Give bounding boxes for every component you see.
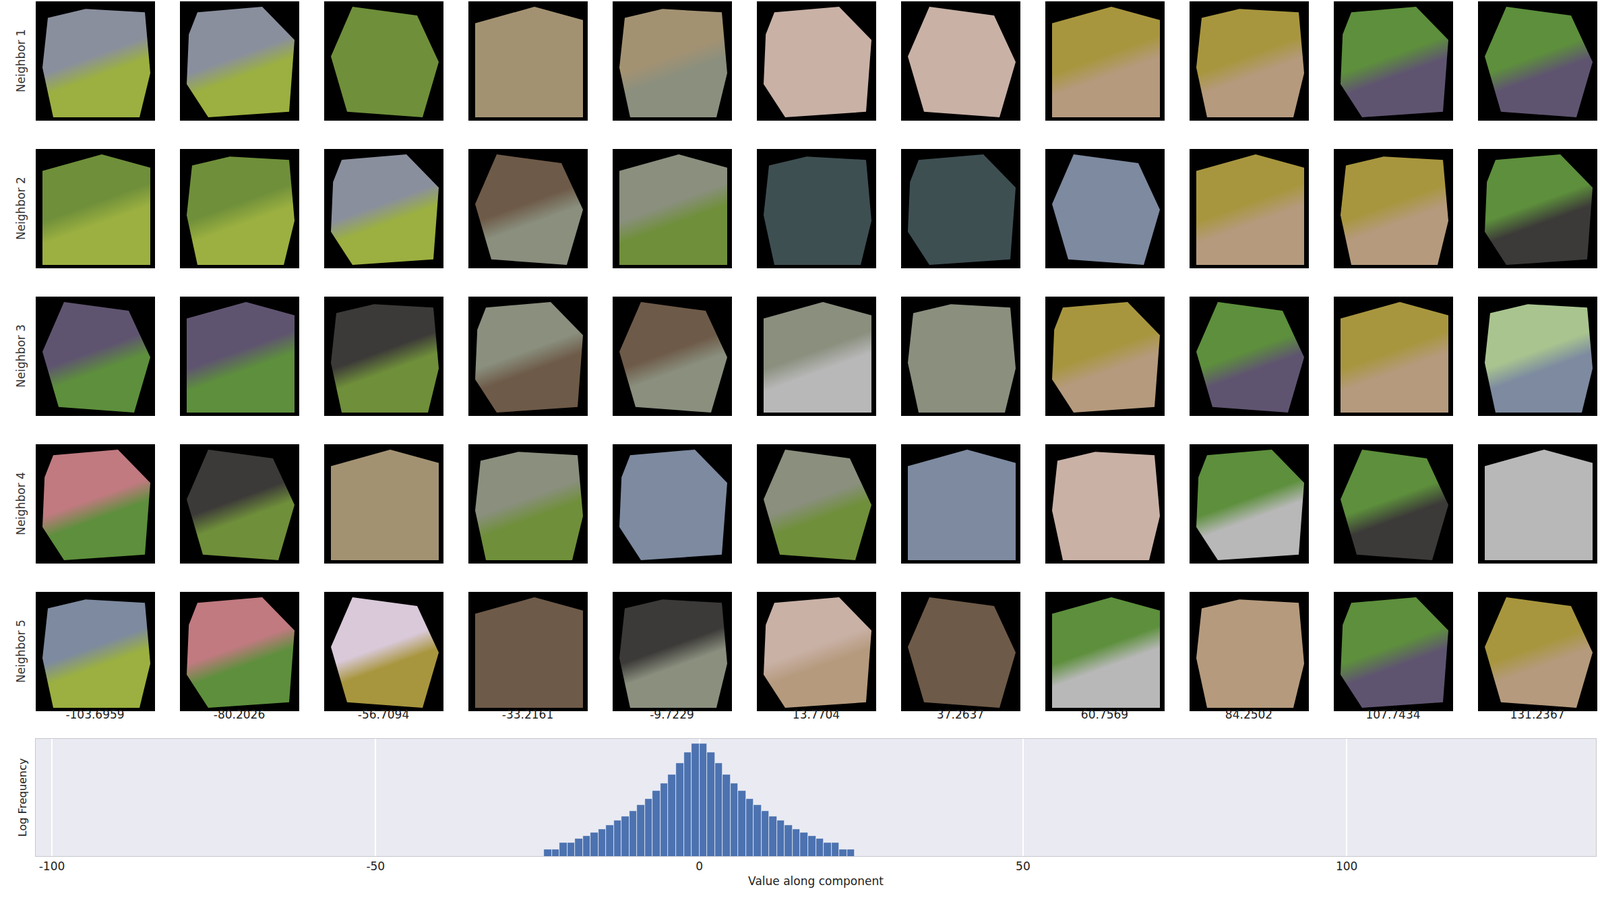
html-text:Neighbor 3: Neighbor 3 [13, 324, 28, 388]
svg-text:Log Frequency: Log Frequency [16, 758, 29, 837]
html-text:-9.7229: -9.7229 [649, 707, 695, 722]
svg-text:Value along component: Value along component [748, 874, 884, 888]
html-text:Neighbor 1: Neighbor 1 [13, 29, 28, 93]
svg-text:-100: -100 [39, 859, 66, 873]
html-text:60.7569: 60.7569 [1080, 707, 1129, 722]
svg-text:-50: -50 [365, 859, 385, 873]
svg-text:0: 0 [695, 859, 703, 873]
html-text:13.7704: 13.7704 [792, 707, 840, 722]
html-text:Neighbor 2: Neighbor 2 [13, 176, 28, 240]
html-text:-33.2161: -33.2161 [501, 707, 554, 722]
svg-text:50: 50 [1015, 859, 1031, 873]
html-text:Neighbor 4: Neighbor 4 [13, 471, 28, 536]
html-text:107.7434: 107.7434 [1365, 707, 1421, 722]
html-text:-80.2026: -80.2026 [213, 707, 266, 722]
svg-text:100: 100 [1335, 859, 1358, 873]
html-text:-56.7094: -56.7094 [357, 707, 410, 722]
html-text:84.2502: 84.2502 [1225, 707, 1273, 722]
html-text:131.2367: 131.2367 [1509, 707, 1565, 722]
html-text:37.2637: 37.2637 [936, 707, 985, 722]
html-text:-103.6959: -103.6959 [65, 707, 125, 722]
html-text:Neighbor 5: Neighbor 5 [13, 619, 28, 683]
